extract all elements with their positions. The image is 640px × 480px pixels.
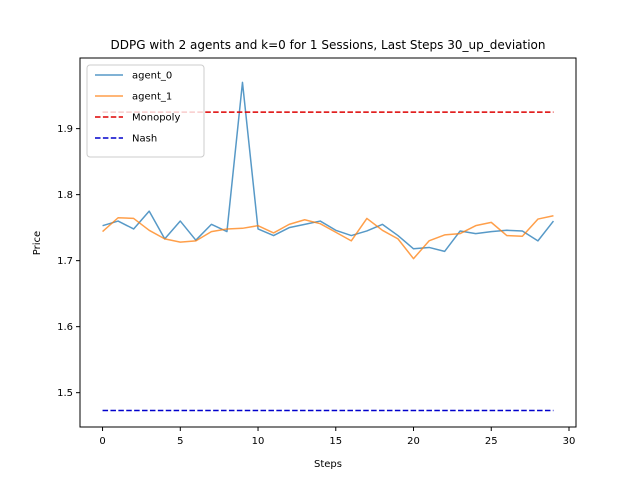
x-axis-ticks: 0 5 10 15 20 25 30 [99, 427, 575, 447]
y-tick-label: 1.5 [57, 388, 73, 399]
axes-frame [79, 57, 577, 428]
x-tick-label: 10 [252, 436, 265, 447]
legend-label: agent_1 [132, 92, 172, 103]
y-axis-label: Price [32, 231, 43, 255]
y-tick-label: 1.6 [57, 322, 73, 333]
x-tick-label: 30 [563, 436, 576, 447]
legend-label: Monopoly [132, 113, 180, 124]
x-tick-label: 5 [177, 436, 183, 447]
legend-label: Nash [132, 134, 157, 145]
y-axis-ticks: 1.5 1.6 1.7 1.8 1.9 [57, 124, 80, 399]
chart-title: DDPG with 2 agents and k=0 for 1 Session… [110, 38, 545, 52]
series-line-agent-0 [102, 81, 555, 253]
y-tick-label: 1.7 [57, 256, 73, 267]
legend-box [86, 64, 205, 158]
legend: agent_0 agent_1 Monopoly Nash [86, 64, 205, 158]
legend-label: agent_0 [132, 71, 172, 82]
y-tick-label: 1.8 [57, 190, 73, 201]
series-line-agent-1 [102, 215, 554, 260]
axes [79, 57, 577, 428]
x-tick-label: 25 [485, 436, 498, 447]
x-tick-label: 15 [329, 436, 342, 447]
y-tick-label: 1.9 [57, 124, 73, 135]
x-tick-label: 0 [99, 436, 105, 447]
x-tick-label: 20 [407, 436, 420, 447]
x-axis-label: Steps [314, 459, 342, 470]
